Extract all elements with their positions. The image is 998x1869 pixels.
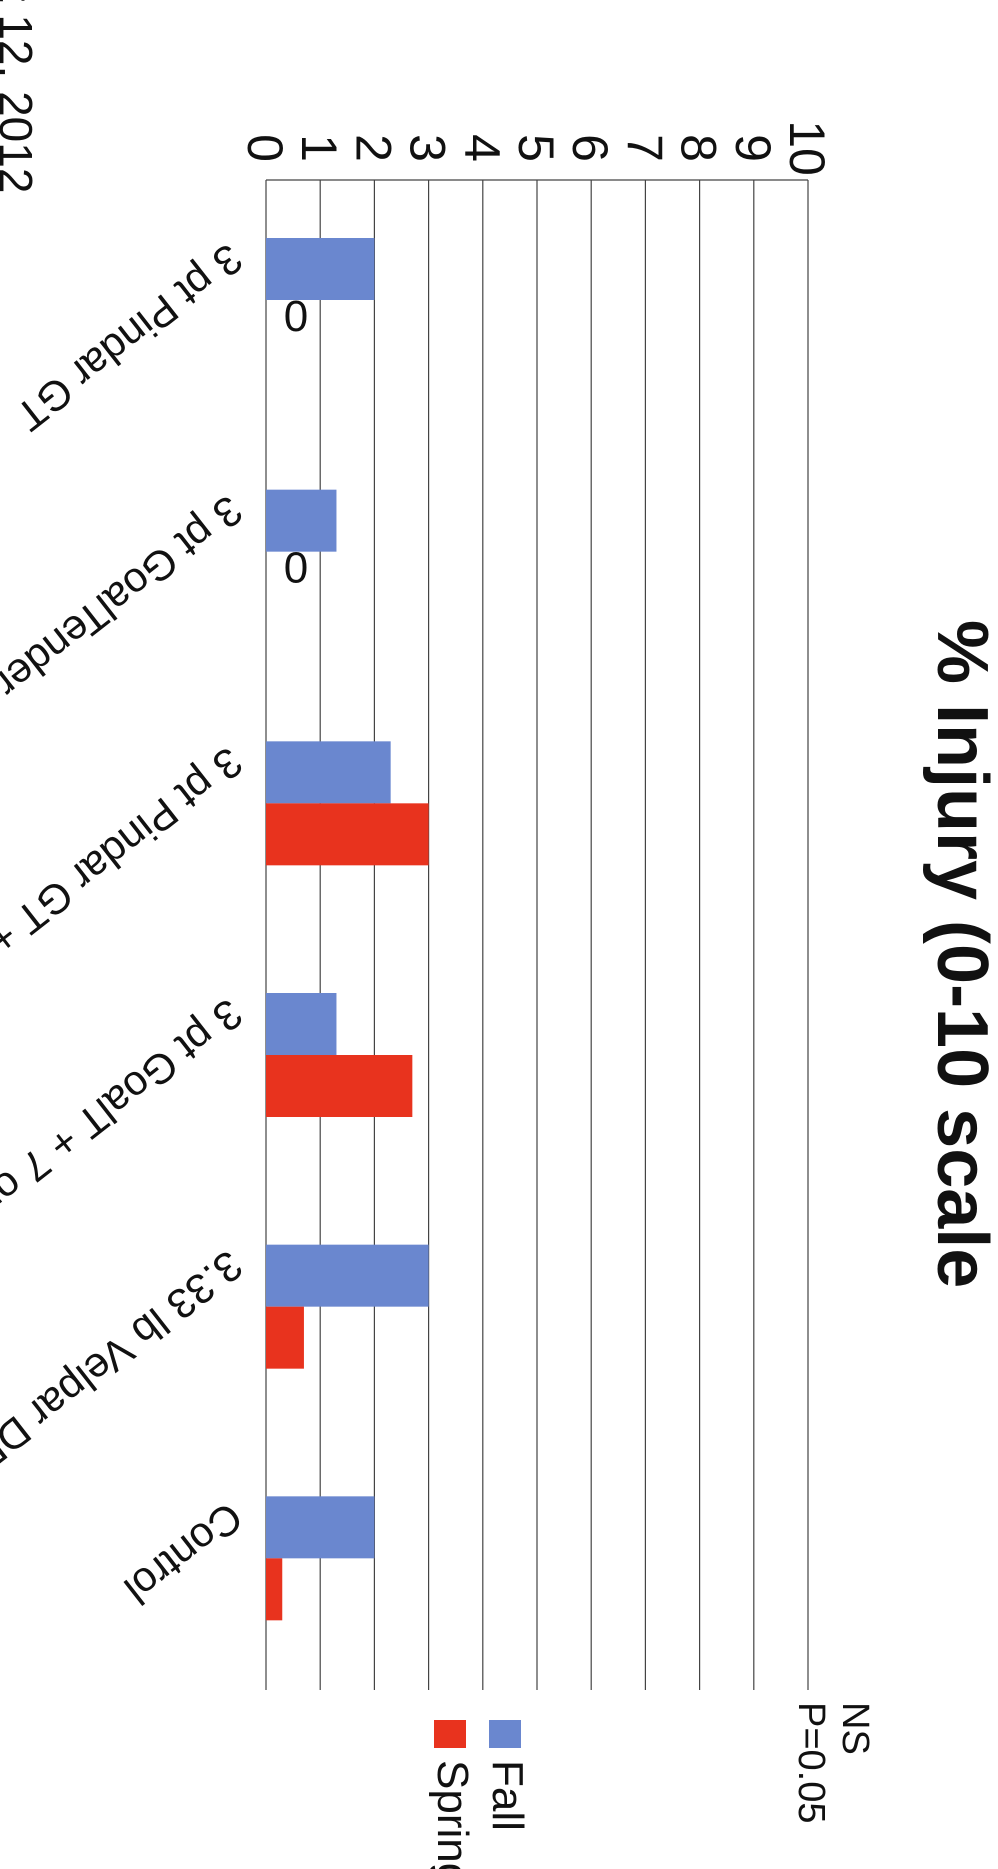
y-tick-label: 1 — [291, 134, 347, 162]
category-label: 3 pt Pindar GT + 7 Mile — [0, 738, 251, 1041]
y-tick-label: 4 — [454, 134, 510, 162]
bars — [265, 238, 429, 1621]
y-tick-label: 10 — [779, 120, 835, 176]
category-label: 3 pt Pindar GT — [7, 235, 251, 440]
data-label: 0 — [284, 292, 308, 341]
category-label: 3.33 lb Velpar DF — [0, 1242, 251, 1479]
legend-label: Fall — [483, 1760, 532, 1831]
y-tick-label: 3 — [400, 134, 456, 162]
annotations: NSP=0.05 — [790, 1702, 876, 1824]
bar-spring — [266, 1055, 413, 1117]
category-label: 3 pt GoalTender — [0, 487, 251, 708]
y-tick-label: 8 — [671, 134, 727, 162]
bar-spring — [266, 1306, 304, 1369]
bar-fall — [265, 1244, 429, 1307]
bar-fall — [266, 1496, 375, 1559]
category-labels: 3 pt Pindar GT 3 pt GoalTender 3 pt Pindar… — [0, 235, 251, 1614]
y-tick-label: 0 — [237, 134, 293, 162]
bar-spring — [266, 1558, 283, 1621]
gridlines — [265, 179, 809, 1690]
legend-swatch-fall — [489, 1720, 521, 1748]
data-labels: 00 — [284, 292, 308, 593]
bar-spring — [265, 803, 429, 866]
chart-title: % Injury (0-10 scale — [922, 620, 998, 1288]
annotation-label: P=0.05 — [790, 1702, 832, 1824]
bar-fall — [266, 993, 337, 1055]
y-tick-label: 6 — [562, 134, 618, 162]
y-tick-label: 7 — [616, 134, 672, 162]
category-label: Control — [116, 1493, 252, 1613]
bar-fall — [266, 489, 337, 552]
annotation-label: NS — [834, 1702, 876, 1755]
category-label: 3 pt GoalT + 7 oz Mile — [0, 990, 251, 1280]
data-label: 0 — [284, 544, 308, 593]
y-tick-label: 9 — [725, 134, 781, 162]
footer-date: Oct 12, 2012 — [0, 0, 42, 193]
legend-swatch-spring — [434, 1720, 466, 1748]
y-tick-label: 2 — [345, 134, 401, 162]
bar-fall — [265, 741, 391, 804]
bar-fall — [266, 238, 375, 300]
y-tick-label: 5 — [508, 134, 564, 162]
legend-label: Spring — [428, 1760, 477, 1869]
